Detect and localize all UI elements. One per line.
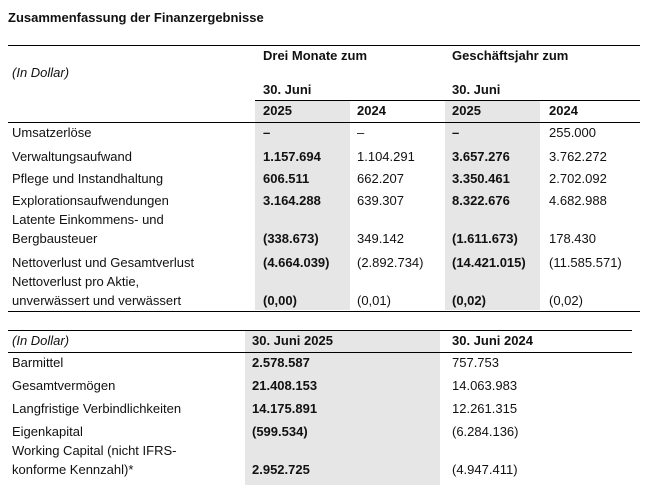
cell-value: 14.175.891 [252, 401, 318, 416]
cell-value: (338.673) [263, 231, 319, 246]
cell-value: 2.578.587 [252, 355, 310, 370]
cell-value: 349.142 [357, 231, 404, 246]
rule [8, 311, 640, 312]
cell-value: – [357, 125, 365, 140]
cell-value: 1.157.694 [263, 149, 321, 164]
row-label: Barmittel [12, 355, 64, 370]
unit-label: (In Dollar) [12, 65, 70, 80]
cell-value: (599.534) [252, 424, 308, 439]
row-label: Bergbausteuer [12, 231, 98, 246]
cell-value: 2.952.725 [252, 462, 310, 477]
column-header: 30. Juni 2024 [452, 333, 533, 348]
cell-value: (0,00) [263, 293, 297, 308]
row-label: Umsatzerlöse [12, 125, 92, 140]
row-label: Langfristige Verbindlichkeiten [12, 401, 182, 416]
row-label: Nettoverlust und Gesamtverlust [12, 255, 195, 270]
row-label: Working Capital (nicht IFRS- [12, 443, 177, 458]
unit-label: (In Dollar) [12, 333, 70, 348]
cell-value: 3.350.461 [452, 171, 510, 186]
cell-value: (2.892.734) [357, 255, 424, 270]
cell-value: – [263, 125, 271, 140]
cell-value: 662.207 [357, 171, 404, 186]
year-header: 2025 [452, 103, 481, 118]
cell-value: 3.657.276 [452, 149, 510, 164]
cell-value: 2.702.092 [549, 171, 607, 186]
cell-value: 639.307 [357, 193, 404, 208]
page-title: Zusammenfassung der Finanzergebnisse [8, 10, 264, 25]
shade-col-3m-2025 [255, 101, 350, 310]
cell-value: 178.430 [549, 231, 596, 246]
cell-value: 3.164.288 [263, 193, 321, 208]
cell-value: (0,02) [452, 293, 486, 308]
row-label: konforme Kennzahl)* [12, 462, 134, 477]
rule [255, 100, 640, 101]
rule [8, 122, 640, 123]
group-header: Geschäftsjahr zum [452, 48, 569, 63]
cell-value: 255.000 [549, 125, 596, 140]
cell-value: 757.753 [452, 355, 499, 370]
cell-value: (0,01) [357, 293, 391, 308]
row-label: Explorationsaufwendungen [12, 193, 169, 208]
cell-value: – [452, 125, 460, 140]
cell-value: 1.104.291 [357, 149, 415, 164]
row-label: Gesamtvermögen [12, 378, 116, 393]
date-header: 30. Juni [263, 82, 312, 97]
year-header: 2024 [549, 103, 578, 118]
cell-value: 14.063.983 [452, 378, 518, 393]
cell-value: 3.762.272 [549, 149, 607, 164]
cell-value: (1.611.673) [452, 231, 518, 246]
row-label: Eigenkapital [12, 424, 83, 439]
cell-value: 8.322.676 [452, 193, 510, 208]
cell-value: (4.664.039) [263, 255, 330, 270]
shade-col-2025 [245, 331, 440, 485]
cell-value: (14.421.015) [452, 255, 526, 270]
cell-value: 12.261.315 [452, 401, 518, 416]
group-header: Drei Monate zum [263, 48, 368, 63]
row-label: Pflege und Instandhaltung [12, 171, 164, 186]
shade-col-fy-2025 [445, 101, 540, 310]
row-label: Verwaltungsaufwand [12, 149, 132, 164]
column-header: 30. Juni 2025 [252, 333, 333, 348]
cell-value: (6.284.136) [452, 424, 519, 439]
cell-value: 21.408.153 [252, 378, 318, 393]
row-label: Latente Einkommens- und [12, 212, 164, 227]
year-header: 2024 [357, 103, 386, 118]
cell-value: 606.511 [263, 171, 310, 186]
cell-value: (0,02) [549, 293, 583, 308]
rule [8, 352, 632, 353]
row-label: Nettoverlust pro Aktie, [12, 274, 140, 289]
rule [8, 330, 632, 331]
cell-value: (11.585.571) [549, 255, 622, 270]
row-label: unverwässert und verwässert [12, 293, 182, 308]
rule [8, 45, 640, 46]
year-header: 2025 [263, 103, 292, 118]
cell-value: (4.947.411) [452, 462, 518, 477]
date-header: 30. Juni [452, 82, 501, 97]
cell-value: 4.682.988 [549, 193, 607, 208]
